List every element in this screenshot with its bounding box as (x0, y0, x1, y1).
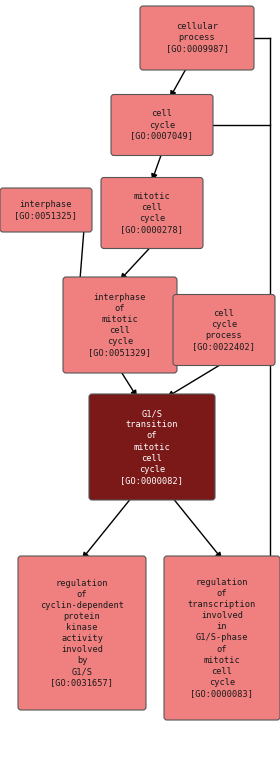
Text: cell
cycle
process
[GO:0022402]: cell cycle process [GO:0022402] (193, 309, 255, 351)
Text: mitotic
cell
cycle
[GO:0000278]: mitotic cell cycle [GO:0000278] (120, 192, 183, 234)
FancyBboxPatch shape (111, 95, 213, 156)
FancyBboxPatch shape (101, 177, 203, 248)
FancyBboxPatch shape (89, 394, 215, 500)
Text: regulation
of
cyclin-dependent
protein
kinase
activity
involved
by
G1/S
[GO:0031: regulation of cyclin-dependent protein k… (40, 578, 124, 688)
Text: interphase
[GO:0051325]: interphase [GO:0051325] (15, 200, 78, 220)
Text: cellular
process
[GO:0009987]: cellular process [GO:0009987] (165, 22, 228, 54)
Text: regulation
of
transcription
involved
in
G1/S-phase
of
mitotic
cell
cycle
[GO:000: regulation of transcription involved in … (188, 578, 256, 698)
FancyBboxPatch shape (63, 277, 177, 373)
FancyBboxPatch shape (0, 188, 92, 232)
FancyBboxPatch shape (140, 6, 254, 70)
FancyBboxPatch shape (164, 556, 280, 720)
FancyBboxPatch shape (173, 295, 275, 365)
FancyBboxPatch shape (18, 556, 146, 710)
Text: cell
cycle
[GO:0007049]: cell cycle [GO:0007049] (130, 109, 193, 140)
Text: G1/S
transition
of
mitotic
cell
cycle
[GO:0000082]: G1/S transition of mitotic cell cycle [G… (120, 409, 183, 485)
Text: interphase
of
mitotic
cell
cycle
[GO:0051329]: interphase of mitotic cell cycle [GO:005… (88, 293, 151, 357)
